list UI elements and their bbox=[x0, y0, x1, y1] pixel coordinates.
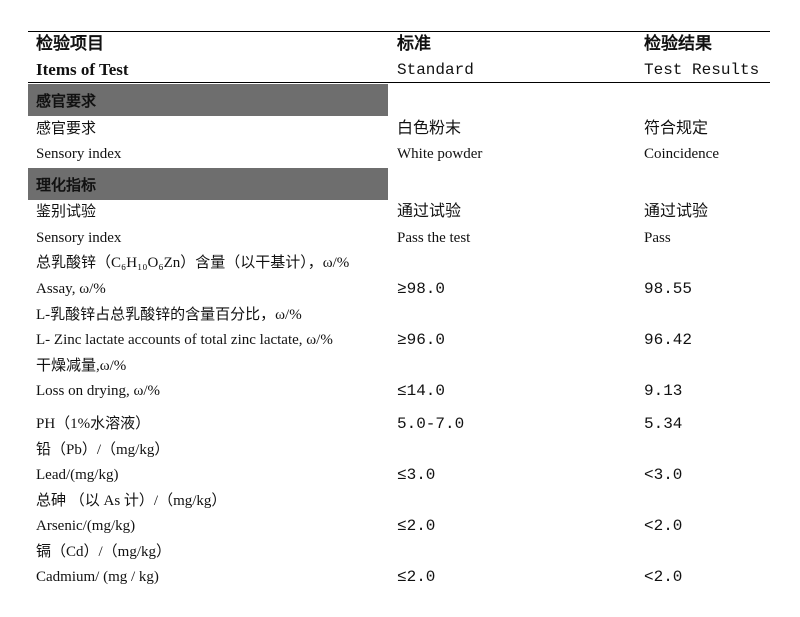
row-item: 总乳酸锌（C₆H₁₀O₆Zn）含量（以干基计），ω/% bbox=[36, 255, 350, 271]
row-item: 干燥减量,ω/% bbox=[36, 358, 127, 374]
row-item: Assay, ω/% bbox=[36, 281, 106, 297]
row-item: L- Zinc lactate accounts of total zinc l… bbox=[36, 332, 333, 348]
section-band bbox=[28, 84, 388, 116]
row-item: 铅（Pb）/（mg/kg） bbox=[36, 442, 170, 458]
row-standard: ≤2.0 bbox=[397, 517, 436, 535]
header-results: 检验结果 bbox=[644, 34, 712, 53]
header-standard-en: Standard bbox=[397, 61, 474, 79]
row-item: Sensory index bbox=[36, 230, 122, 246]
row-standard: Pass the test bbox=[397, 230, 471, 246]
table-row: Arsenic/(mg/kg) ≤2.0 <2.0 bbox=[0, 514, 800, 538]
header-results-en: Test Results bbox=[644, 61, 760, 79]
row-item: 鉴别试验 bbox=[36, 204, 97, 220]
header-row-en: Items of Test Standard Test Results bbox=[0, 58, 800, 82]
table-row: PH（1%水溶液） 5.0-7.0 5.34 bbox=[0, 412, 800, 436]
table-row: 镉（Cd）/（mg/kg） bbox=[0, 540, 800, 564]
table-row: Cadmium/ (mg / kg) ≤2.0 <2.0 bbox=[0, 565, 800, 589]
row-standard: ≤2.0 bbox=[397, 568, 436, 586]
row-item: Sensory index bbox=[36, 146, 122, 162]
row-standard: ≥96.0 bbox=[397, 331, 446, 349]
header-row-cn: 检验项目 标准 检验结果 bbox=[0, 32, 800, 56]
row-standard: 通过试验 bbox=[397, 203, 462, 221]
row-item: Cadmium/ (mg / kg) bbox=[36, 569, 159, 585]
row-result: <2.0 bbox=[644, 517, 683, 535]
row-result: 符合规定 bbox=[644, 120, 709, 138]
row-standard: 白色粉末 bbox=[397, 120, 462, 138]
section-title: 理化指标 bbox=[0, 174, 800, 198]
section-label: 理化指标 bbox=[36, 178, 97, 194]
row-item: PH（1%水溶液） bbox=[36, 416, 151, 432]
row-result: 96.42 bbox=[644, 331, 693, 349]
section-label: 感官要求 bbox=[36, 94, 97, 110]
table-row: Assay, ω/% ≥98.0 98.55 bbox=[0, 277, 800, 301]
header-items: 检验项目 bbox=[36, 34, 104, 53]
table-row: Lead/(mg/kg) ≤3.0 <3.0 bbox=[0, 463, 800, 487]
row-result: <3.0 bbox=[644, 466, 683, 484]
table-row: 总乳酸锌（C₆H₁₀O₆Zn）含量（以干基计），ω/% bbox=[0, 251, 800, 275]
table-row: 鉴别试验 通过试验 通过试验 bbox=[0, 200, 800, 224]
table-row: Sensory index Pass the test Pass bbox=[0, 226, 800, 250]
table-row: 铅（Pb）/（mg/kg） bbox=[0, 438, 800, 462]
section-title: 感官要求 bbox=[0, 90, 800, 114]
table-row: 干燥减量,ω/% bbox=[0, 354, 800, 378]
row-result: Coincidence bbox=[644, 146, 719, 162]
row-item: 镉（Cd）/（mg/kg） bbox=[36, 544, 172, 560]
top-rule bbox=[28, 31, 770, 32]
row-standard: ≥98.0 bbox=[397, 280, 446, 298]
table-row: L- Zinc lactate accounts of total zinc l… bbox=[0, 328, 800, 352]
row-standard: ≤14.0 bbox=[397, 382, 446, 400]
header-rule bbox=[28, 82, 770, 83]
row-standard: White powder bbox=[397, 146, 483, 162]
row-item: 总砷 （以 As 计）/（mg/kg） bbox=[36, 493, 227, 509]
table-row: L-乳酸锌占总乳酸锌的含量百分比，ω/% bbox=[0, 303, 800, 327]
row-standard: 5.0-7.0 bbox=[397, 415, 465, 433]
row-item: Loss on drying, ω/% bbox=[36, 383, 161, 399]
row-item: Lead/(mg/kg) bbox=[36, 467, 119, 483]
row-item: L-乳酸锌占总乳酸锌的含量百分比，ω/% bbox=[36, 307, 302, 323]
row-result: Pass bbox=[644, 230, 671, 246]
section-band bbox=[28, 168, 388, 200]
row-result: 9.13 bbox=[644, 382, 683, 400]
table-row: Loss on drying, ω/% ≤14.0 9.13 bbox=[0, 379, 800, 403]
table-row: 总砷 （以 As 计）/（mg/kg） bbox=[0, 489, 800, 513]
header-items-en: Items of Test bbox=[36, 60, 129, 79]
table-row: 感官要求 白色粉末 符合规定 bbox=[0, 117, 800, 141]
header-standard: 标准 bbox=[397, 34, 431, 53]
row-result: 98.55 bbox=[644, 280, 693, 298]
table-row: Sensory index White powder Coincidence bbox=[0, 142, 800, 166]
row-item: Arsenic/(mg/kg) bbox=[36, 518, 136, 534]
row-result: 5.34 bbox=[644, 415, 683, 433]
row-result: <2.0 bbox=[644, 568, 683, 586]
row-item: 感官要求 bbox=[36, 121, 97, 137]
row-standard: ≤3.0 bbox=[397, 466, 436, 484]
row-result: 通过试验 bbox=[644, 203, 709, 221]
